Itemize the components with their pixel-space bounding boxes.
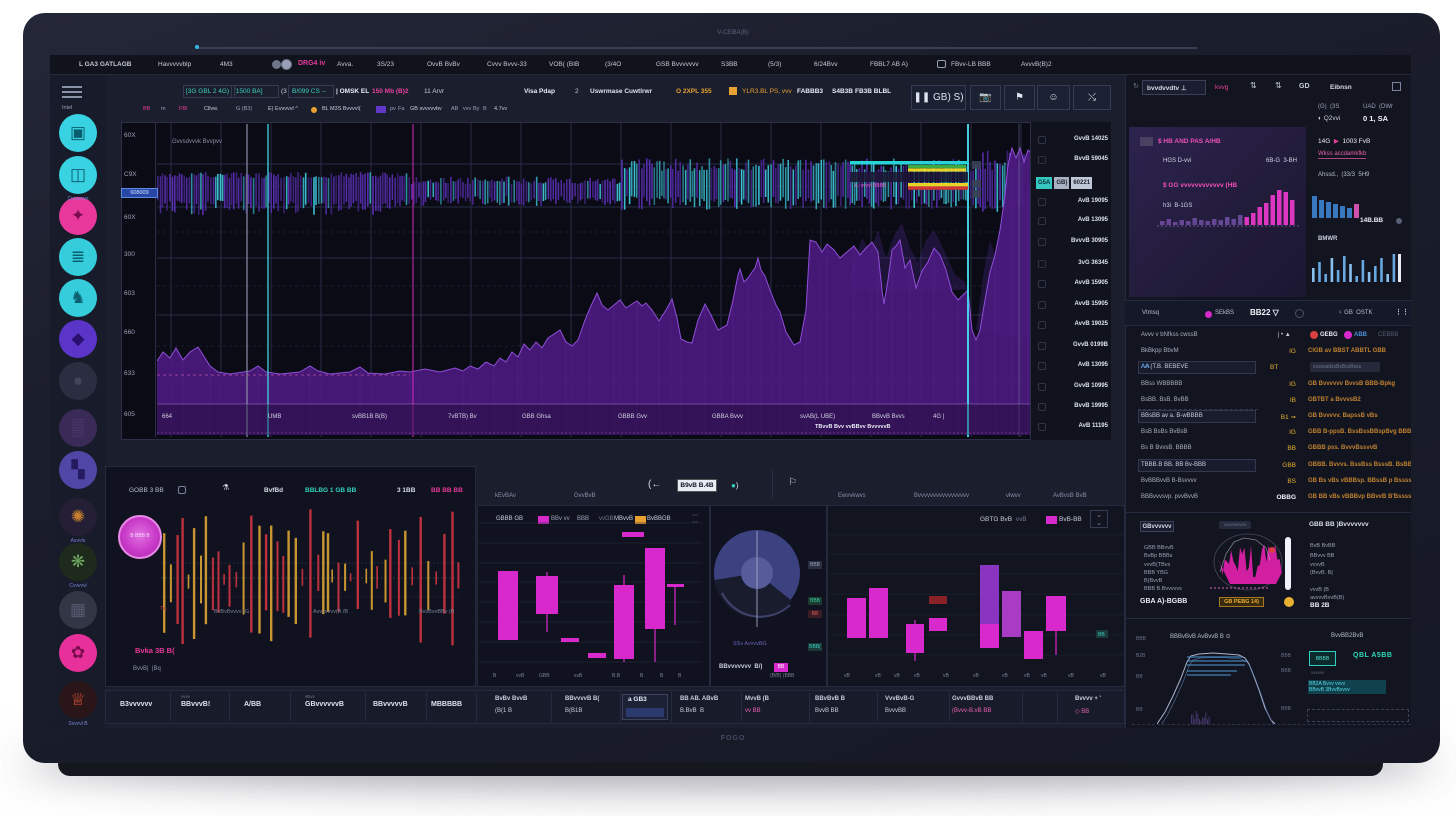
svg-text:BB: BB	[1098, 632, 1105, 638]
svg-text:Gvvsdvvvk Bvvpvv: Gvvsdvvvk Bvvpvv	[172, 139, 222, 145]
svg-text:b. vvvvl BBBB: b. vvvvl BBBB	[855, 183, 887, 189]
